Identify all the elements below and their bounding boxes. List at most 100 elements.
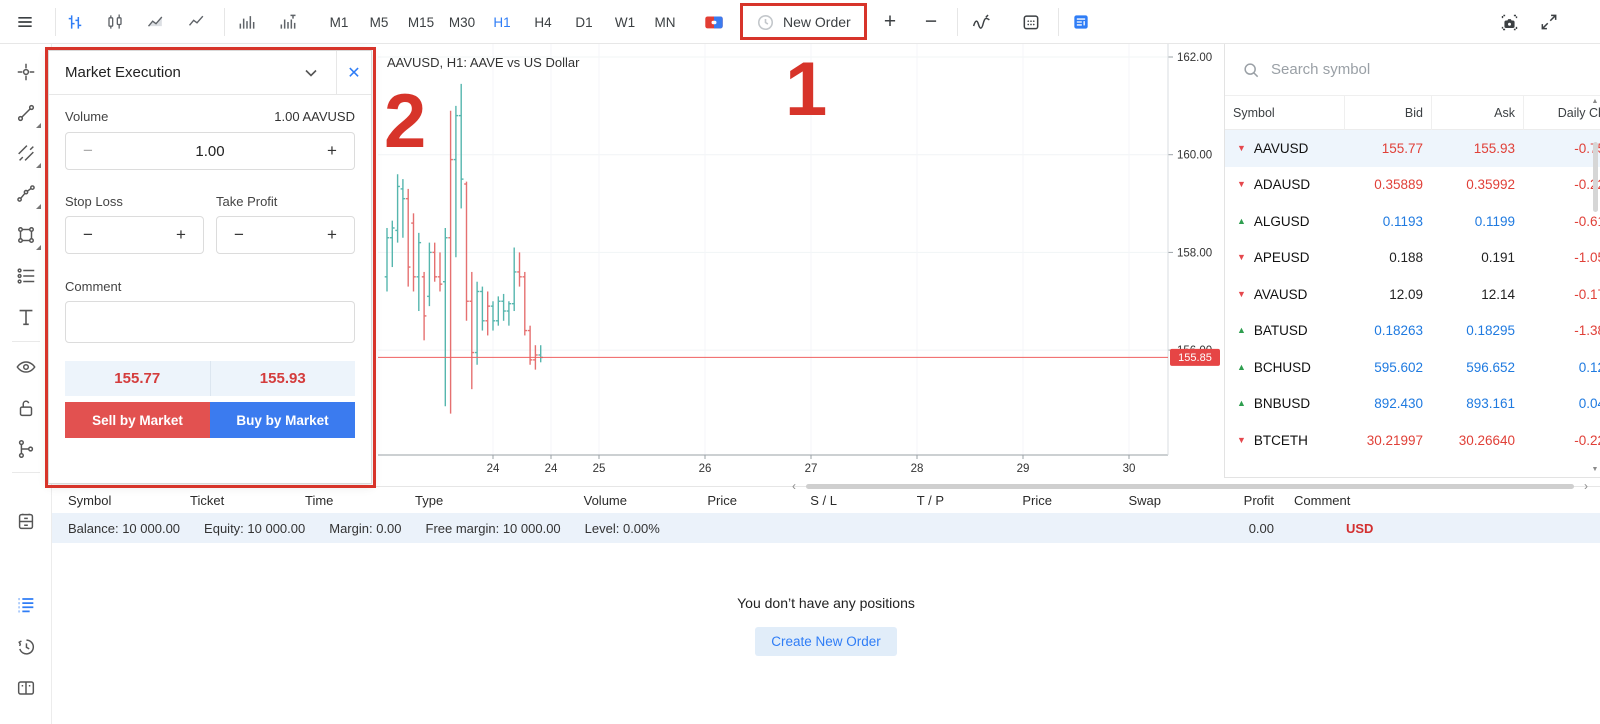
stop-loss-increase-button[interactable]: + bbox=[159, 217, 203, 253]
trade-column-volume[interactable]: Volume bbox=[583, 492, 627, 508]
watch-row-avausd[interactable]: ▼ AVAUSD 12.09 12.14 -0.17 bbox=[1225, 276, 1600, 313]
watch-row-adausd[interactable]: ▼ ADAUSD 0.35889 0.35992 -0.22 bbox=[1225, 167, 1600, 204]
trade-column-price[interactable]: Price bbox=[707, 492, 737, 508]
history-tab-button[interactable] bbox=[8, 629, 44, 665]
take-profit-increase-button[interactable]: + bbox=[310, 217, 354, 253]
menu-button[interactable] bbox=[9, 6, 41, 38]
timeframe-m5[interactable]: M5 bbox=[363, 6, 395, 38]
watch-row-bnbusd[interactable]: ▲ BNBUSD 892.430 893.161 0.04 bbox=[1225, 386, 1600, 423]
zoom-in-button[interactable]: + bbox=[874, 6, 906, 38]
total-profit: 0.00 bbox=[1248, 520, 1274, 536]
timeframe-w1[interactable]: W1 bbox=[609, 6, 641, 38]
levels-tool[interactable] bbox=[8, 258, 44, 294]
trade-column-sl[interactable]: S / L bbox=[810, 492, 837, 508]
polyline-tool[interactable] bbox=[8, 176, 44, 212]
chart-title: AAVUSD, H1: AAVE vs US Dollar bbox=[387, 55, 580, 70]
timeframe-m30[interactable]: M30 bbox=[442, 6, 482, 38]
new-order-button[interactable]: New Order bbox=[748, 6, 859, 38]
symbol-cell: ▼ AAVUSD bbox=[1225, 141, 1344, 156]
toolbar-divider bbox=[224, 8, 225, 36]
chart-type-line-button[interactable] bbox=[181, 6, 213, 38]
trade-column-ticket[interactable]: Ticket bbox=[190, 492, 225, 508]
watch-row-aavusd[interactable]: ▼ AAVUSD 155.77 155.93 -0.75 bbox=[1225, 130, 1600, 167]
trendline-tool[interactable] bbox=[8, 95, 44, 131]
timeframe-m1[interactable]: M1 bbox=[323, 6, 355, 38]
order-type-dropdown[interactable] bbox=[286, 51, 336, 95]
terminal-panel-button[interactable] bbox=[8, 504, 44, 540]
zoom-out-button[interactable]: − bbox=[915, 6, 947, 38]
trade-tab-button[interactable] bbox=[8, 587, 44, 623]
watch-row-btceth[interactable]: ▼ BTCETH 30.21997 30.26640 -0.22 bbox=[1225, 422, 1600, 459]
create-new-order-button[interactable]: Create New Order bbox=[755, 627, 897, 656]
chart-type-bars-button[interactable] bbox=[59, 6, 91, 38]
timeframe-m15[interactable]: M15 bbox=[401, 6, 441, 38]
crosshair-tool[interactable] bbox=[8, 54, 44, 90]
trade-column-price[interactable]: Price bbox=[1022, 492, 1052, 508]
volume-increase-button[interactable]: + bbox=[310, 133, 354, 169]
watch-row-apeusd[interactable]: ▼ APEUSD 0.188 0.191 -1.05 bbox=[1225, 240, 1600, 277]
watch-row-batusd[interactable]: ▲ BATUSD 0.18263 0.18295 -1.38 bbox=[1225, 313, 1600, 350]
news-button[interactable] bbox=[1065, 6, 1097, 38]
fullscreen-button[interactable] bbox=[1533, 6, 1565, 38]
horizontal-scrollbar[interactable]: ‹ › bbox=[792, 479, 1588, 493]
scroll-down-icon[interactable]: ▼ bbox=[1591, 466, 1599, 473]
sell-by-market-button[interactable]: Sell by Market bbox=[65, 402, 210, 438]
watch-row-algusd[interactable]: ▲ ALGUSD 0.1193 0.1199 -0.61 bbox=[1225, 203, 1600, 240]
column-symbol[interactable]: Symbol bbox=[1233, 106, 1275, 120]
watch-row-bchusd[interactable]: ▲ BCHUSD 595.602 596.652 0.12 bbox=[1225, 349, 1600, 386]
scroll-left-icon[interactable]: ‹ bbox=[792, 479, 796, 493]
close-dialog-button[interactable]: ✕ bbox=[337, 51, 371, 95]
chart-type-area-button[interactable] bbox=[140, 6, 172, 38]
volume-button[interactable] bbox=[231, 6, 263, 38]
timeframe-h4[interactable]: H4 bbox=[527, 6, 559, 38]
channel-tool[interactable] bbox=[8, 135, 44, 171]
economic-calendar-button[interactable] bbox=[1015, 6, 1047, 38]
trade-column-comment[interactable]: Comment bbox=[1294, 492, 1351, 508]
scroll-up-icon[interactable]: ▲ bbox=[1591, 98, 1599, 105]
ask-value: 30.26640 bbox=[1458, 432, 1515, 448]
account-currency: USD bbox=[1346, 520, 1374, 536]
deposit-button[interactable] bbox=[698, 6, 730, 38]
buy-by-market-button[interactable]: Buy by Market bbox=[210, 402, 355, 438]
journal-tab-button[interactable] bbox=[8, 670, 44, 706]
shapes-tool[interactable] bbox=[8, 217, 44, 253]
stop-loss-decrease-button[interactable]: − bbox=[66, 217, 110, 253]
trade-column-time[interactable]: Time bbox=[305, 492, 334, 508]
search-input[interactable] bbox=[1271, 61, 1521, 78]
indicators-button[interactable] bbox=[965, 6, 997, 38]
trade-column-tp[interactable]: T / P bbox=[916, 492, 944, 508]
trade-column-symbol[interactable]: Symbol bbox=[68, 492, 112, 508]
take-profit-decrease-button[interactable]: − bbox=[217, 217, 261, 253]
column-bid[interactable]: Bid bbox=[1344, 96, 1431, 130]
trade-column-type[interactable]: Type bbox=[415, 492, 444, 508]
minus-icon: − bbox=[83, 225, 93, 244]
text-tool[interactable] bbox=[8, 299, 44, 335]
tick-volume-button[interactable] bbox=[272, 6, 304, 38]
symbol-name: AAVUSD bbox=[1253, 140, 1309, 156]
timeframe-d1[interactable]: D1 bbox=[568, 6, 600, 38]
timeframe-mn[interactable]: MN bbox=[649, 6, 681, 38]
scroll-right-icon[interactable]: › bbox=[1584, 479, 1588, 493]
trade-column-profit[interactable]: Profit bbox=[1243, 492, 1274, 508]
lock-objects-button[interactable] bbox=[8, 390, 44, 426]
scrollbar-thumb[interactable] bbox=[1593, 142, 1598, 212]
scrollbar-track[interactable] bbox=[806, 484, 1574, 489]
column-ask[interactable]: Ask bbox=[1431, 96, 1523, 130]
dialog-header: Market Execution ✕ bbox=[49, 50, 371, 95]
ask-value: 0.191 bbox=[1481, 250, 1515, 266]
plus-icon: + bbox=[176, 225, 186, 244]
price-chart-canvas[interactable]: 162.00160.00158.00156.002424252627282930… bbox=[52, 44, 1224, 490]
dialog-header-divider bbox=[336, 50, 337, 95]
show-objects-button[interactable] bbox=[8, 349, 44, 385]
column-daily-change[interactable]: Daily Ch bbox=[1523, 96, 1600, 130]
comment-input[interactable] bbox=[65, 301, 355, 343]
volume-decrease-button[interactable]: − bbox=[66, 133, 110, 169]
symbol-cell: ▲ BCHUSD bbox=[1225, 360, 1344, 375]
chart-type-candles-button[interactable] bbox=[99, 6, 131, 38]
object-tree-button[interactable] bbox=[8, 431, 44, 467]
timeframe-h1[interactable]: H1 bbox=[486, 6, 518, 38]
volume-value[interactable]: 1.00 bbox=[195, 142, 225, 160]
screenshot-button[interactable] bbox=[1493, 6, 1525, 38]
market-watch-scrollbar[interactable]: ▲ ▼ bbox=[1591, 98, 1599, 473]
trade-column-swap[interactable]: Swap bbox=[1128, 492, 1161, 508]
